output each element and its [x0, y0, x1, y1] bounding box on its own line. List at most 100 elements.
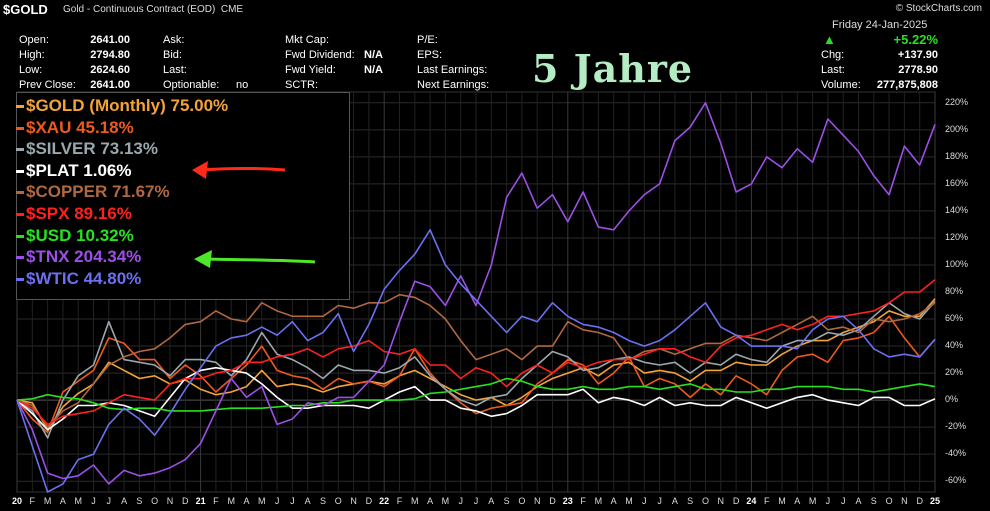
x-tick-label: 20 — [11, 496, 22, 506]
legend-label: $WTIC 44.80% — [26, 268, 142, 288]
x-tick-label: A — [243, 496, 250, 506]
x-tick-label: O — [885, 496, 893, 506]
x-tick-label: J — [840, 496, 846, 506]
series-line-spx — [16, 279, 936, 426]
quote-label: Chg: — [821, 49, 845, 61]
legend-entry: $TNX 204.34% — [16, 247, 141, 267]
x-tick-label: M — [43, 496, 52, 506]
quote-value: 2794.80 — [90, 49, 130, 61]
x-tick-label: F — [29, 496, 36, 506]
quote-label: Volume: — [821, 79, 861, 91]
y-tick-label: 0% — [945, 394, 959, 405]
legend-swatch — [16, 105, 24, 109]
x-tick-label: M — [411, 496, 419, 506]
quote-label: High: — [19, 49, 45, 61]
legend-label: $USD 10.32% — [26, 225, 134, 245]
x-tick-label: D — [549, 496, 556, 506]
x-tick-label: J — [458, 496, 463, 506]
x-tick-label: M — [227, 496, 235, 506]
x-tick-label: S — [870, 496, 877, 506]
legend-entry: $WTIC 44.80% — [16, 269, 141, 289]
legend-swatch — [16, 148, 24, 152]
green-arrow-icon — [194, 250, 316, 268]
x-tick-label: M — [441, 496, 450, 506]
legend-swatch — [16, 126, 24, 130]
x-tick-label: D — [182, 496, 189, 506]
x-tick-label: A — [488, 496, 495, 506]
x-tick-label: 21 — [195, 496, 206, 506]
legend-swatch — [16, 234, 24, 238]
x-tick-label: A — [794, 496, 801, 506]
x-tick-label: F — [763, 496, 770, 506]
x-tick-label: 23 — [562, 496, 573, 506]
quote-label: P/E: — [417, 34, 438, 46]
y-tick-label: 60% — [945, 313, 964, 324]
x-tick-label: N — [901, 496, 908, 506]
quote-value: 2778.90 — [898, 64, 938, 76]
x-tick-label: O — [334, 496, 342, 506]
quote-label: Mkt Cap: — [285, 34, 330, 46]
quote-value: 2641.00 — [90, 34, 130, 46]
quote-value: 2624.60 — [90, 64, 130, 76]
legend-entry: $GOLD (Monthly) 75.00% — [16, 96, 228, 116]
x-tick-label: N — [717, 496, 725, 506]
x-tick-label: A — [671, 496, 678, 506]
y-tick-label: 120% — [945, 231, 969, 242]
y-tick-label: -40% — [945, 448, 967, 459]
quote-label: Last: — [821, 64, 845, 76]
quote-label: Optionable: — [163, 79, 220, 91]
x-tick-label: A — [610, 496, 617, 506]
y-tick-label: -60% — [945, 475, 967, 486]
legend-entry: $PLAT 1.06% — [16, 161, 132, 181]
description-text: Gold - Continuous Contract (EOD) — [63, 4, 216, 15]
exchange-text: CME — [220, 4, 244, 15]
legend-label: $XAU 45.18% — [26, 117, 134, 137]
x-tick-label: O — [701, 496, 709, 506]
x-tick-label: A — [427, 496, 434, 506]
x-tick-label: J — [657, 496, 662, 506]
x-tick-label: J — [642, 496, 647, 506]
legend-swatch — [16, 191, 24, 195]
y-tick-label: 180% — [945, 150, 969, 161]
quote-label: Fwd Dividend: — [285, 49, 355, 61]
legend-swatch — [16, 256, 24, 260]
quote-label: Ask: — [163, 34, 185, 46]
x-tick-label: S — [319, 496, 326, 506]
x-tick-label: N — [533, 496, 541, 506]
x-tick-label: M — [625, 496, 633, 506]
x-tick-label: J — [106, 496, 112, 506]
x-tick-label: D — [732, 496, 740, 506]
x-tick-label: F — [396, 496, 403, 506]
quote-value: 277,875,808 — [876, 79, 938, 91]
headline-text: 5 Jahre — [532, 46, 694, 91]
quote-value: 2641.00 — [90, 79, 130, 91]
series-line-usd — [16, 377, 936, 412]
brand-watermark: © StockCharts.com — [895, 3, 982, 14]
x-tick-label: F — [580, 496, 586, 506]
legend-entry: $XAU 45.18% — [16, 118, 134, 138]
quote-value: +137.90 — [897, 49, 938, 61]
x-tick-label: M — [594, 496, 603, 506]
y-tick-label: 20% — [945, 367, 964, 378]
up-arrow-icon: ▲ — [823, 32, 836, 47]
series-line-xau — [16, 315, 936, 434]
legend — [16, 92, 350, 300]
legend-label: $PLAT 1.06% — [26, 160, 132, 180]
quote-label: Last: — [163, 64, 187, 76]
quote-value: no — [236, 79, 249, 91]
red-arrow-icon — [192, 161, 286, 179]
series-line-wtic — [16, 229, 936, 493]
x-tick-label: J — [91, 496, 96, 506]
x-tick-label: A — [59, 496, 66, 506]
x-tick-label: S — [687, 496, 694, 506]
y-tick-label: 100% — [945, 258, 969, 269]
legend-label: $SPX 89.16% — [26, 204, 132, 223]
x-tick-label: A — [121, 496, 128, 506]
x-tick-label: N — [350, 496, 357, 506]
x-tick-label: F — [213, 496, 219, 506]
y-tick-label: 160% — [945, 177, 969, 188]
x-tick-label: S — [136, 496, 143, 506]
